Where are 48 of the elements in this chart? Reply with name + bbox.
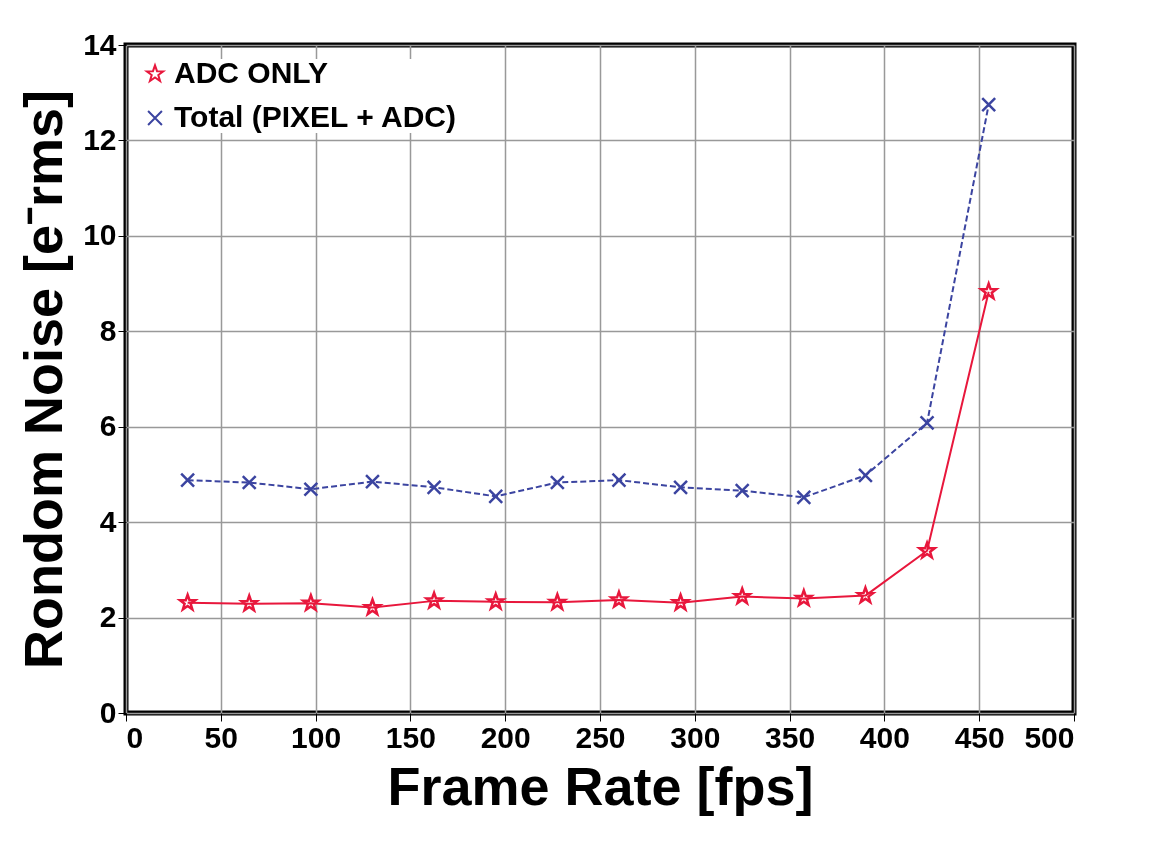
- x-tick-label: 500: [1024, 720, 1075, 754]
- point: [241, 474, 257, 491]
- point: [484, 590, 507, 612]
- legend-label: ADC ONLY: [174, 56, 328, 89]
- point: [734, 482, 750, 499]
- x-tick-label: 400: [859, 720, 910, 754]
- x-axis-title: Frame Rate [fps]: [387, 755, 814, 816]
- x-tick-label: 0: [126, 720, 144, 754]
- point: [669, 591, 692, 613]
- y-tick-label: 10: [83, 218, 117, 252]
- x-tick-label: 250: [575, 720, 626, 754]
- point: [977, 280, 1000, 302]
- point: [546, 590, 569, 612]
- y-tick-label: 0: [99, 695, 117, 729]
- x-tick-label: 200: [480, 720, 531, 754]
- point: [611, 472, 627, 488]
- point: [364, 473, 381, 490]
- point: [299, 591, 322, 613]
- point: [549, 474, 566, 491]
- y-tick-label: 12: [83, 122, 117, 156]
- point: [980, 96, 997, 113]
- point: [426, 479, 442, 496]
- point: [176, 591, 199, 613]
- point: [731, 585, 754, 607]
- point: [672, 479, 689, 496]
- y-tick-label: 2: [99, 600, 117, 634]
- legend-label: Total (PIXEL + ADC): [174, 100, 456, 133]
- y-tick-label: 8: [99, 313, 117, 347]
- point: [238, 592, 261, 614]
- point: [179, 472, 196, 488]
- point: [854, 584, 877, 606]
- point: [303, 481, 319, 497]
- y-tick-label: 14: [83, 27, 117, 61]
- y-tick-label: 6: [99, 409, 117, 443]
- x-tick-label: 450: [954, 720, 1005, 754]
- point: [796, 489, 812, 506]
- x-tick-label: 50: [204, 720, 238, 754]
- x-tick-label: 300: [670, 720, 721, 754]
- x-tick-label: 150: [385, 720, 436, 754]
- x-tick-label: 100: [291, 720, 342, 754]
- y-axis-title: Rondom Noise [e⁻rms]: [13, 89, 74, 670]
- point: [423, 589, 446, 611]
- point: [919, 415, 935, 431]
- point: [857, 467, 874, 484]
- x-tick-label: 350: [765, 720, 816, 754]
- point: [361, 596, 384, 618]
- y-tick-label: 4: [99, 504, 117, 538]
- point: [488, 488, 504, 505]
